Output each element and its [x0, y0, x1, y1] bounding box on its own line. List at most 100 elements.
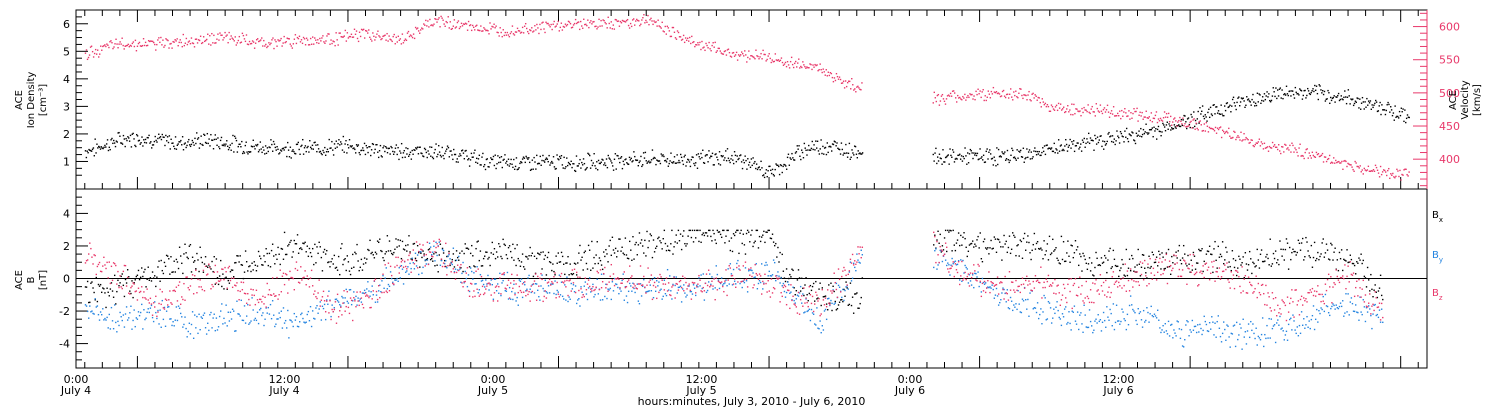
legend-bz: Bz	[1432, 288, 1443, 302]
data-point	[556, 289, 558, 292]
data-point	[797, 148, 799, 150]
data-point	[1215, 106, 1217, 108]
data-point	[1009, 296, 1012, 299]
data-point	[1301, 98, 1304, 100]
data-point	[635, 159, 638, 162]
data-point	[323, 151, 325, 154]
data-point	[354, 298, 356, 301]
data-point	[843, 288, 845, 291]
data-point	[1149, 119, 1152, 122]
data-point	[1258, 138, 1261, 140]
data-point	[247, 153, 249, 155]
data-point	[341, 149, 344, 151]
data-point	[1155, 138, 1158, 140]
data-point	[201, 317, 204, 320]
data-point	[785, 291, 788, 294]
data-point	[507, 246, 510, 249]
data-point	[478, 259, 481, 262]
y-axis-title: ACE	[14, 90, 25, 110]
data-point	[208, 138, 210, 140]
data-point	[743, 55, 745, 57]
data-point	[216, 277, 219, 279]
data-point	[113, 142, 116, 144]
data-point	[800, 158, 802, 161]
data-point	[511, 163, 513, 165]
data-point	[300, 313, 302, 316]
data-point	[773, 60, 776, 63]
data-point	[1314, 156, 1317, 158]
data-point	[1279, 150, 1281, 152]
data-point	[660, 153, 662, 155]
data-point	[575, 302, 578, 305]
data-point	[360, 149, 362, 152]
data-point	[346, 300, 349, 303]
data-point	[737, 259, 739, 262]
data-point	[1256, 142, 1259, 145]
data-point	[565, 299, 567, 301]
data-point	[634, 24, 636, 26]
data-point	[1248, 250, 1251, 253]
data-point	[304, 44, 307, 46]
data-point	[1129, 118, 1131, 120]
data-point	[1240, 131, 1242, 133]
data-point	[152, 144, 155, 146]
data-point	[1362, 259, 1364, 262]
data-point	[235, 261, 237, 264]
data-point	[453, 148, 455, 151]
data-point	[189, 42, 192, 45]
data-point	[1165, 124, 1168, 126]
data-point	[952, 90, 955, 92]
data-point	[101, 147, 103, 149]
data-point	[255, 39, 258, 41]
data-point	[302, 153, 305, 155]
data-point	[1155, 256, 1158, 258]
data-point	[1082, 252, 1084, 255]
series-ion-density	[84, 84, 1410, 179]
data-point	[933, 160, 935, 162]
data-point	[231, 269, 234, 271]
data-point	[1276, 89, 1279, 91]
data-point	[857, 259, 859, 261]
data-point	[601, 158, 603, 161]
data-point	[292, 251, 294, 253]
data-point	[214, 283, 217, 285]
data-point	[1069, 261, 1071, 263]
data-point	[254, 148, 256, 150]
data-point	[1265, 256, 1267, 258]
data-point	[611, 165, 614, 167]
data-point	[421, 152, 423, 155]
data-point	[472, 156, 474, 158]
data-point	[98, 145, 100, 148]
data-point	[766, 175, 768, 178]
data-point	[972, 98, 974, 100]
data-point	[1364, 169, 1367, 171]
data-point	[771, 59, 773, 61]
data-point	[139, 276, 142, 278]
data-point	[567, 300, 569, 303]
data-point	[1180, 118, 1183, 121]
data-point	[1257, 141, 1260, 143]
data-point	[503, 34, 505, 37]
data-point	[702, 47, 704, 49]
data-point	[790, 291, 792, 293]
data-point	[322, 149, 324, 152]
data-point	[796, 294, 799, 296]
data-point	[256, 311, 259, 314]
data-point	[461, 272, 463, 275]
data-point	[190, 143, 193, 146]
data-point	[698, 277, 700, 279]
data-point	[1043, 103, 1046, 106]
data-point	[970, 242, 973, 245]
data-point	[710, 50, 712, 52]
legend-subscript: z	[1439, 294, 1443, 302]
data-point	[1160, 268, 1162, 270]
data-point	[835, 145, 837, 147]
data-point	[597, 159, 600, 162]
data-point	[300, 145, 302, 148]
data-point	[789, 273, 791, 276]
data-point	[851, 296, 854, 298]
data-point	[386, 151, 389, 154]
data-point	[1164, 129, 1167, 132]
data-point	[1254, 266, 1256, 268]
data-point	[664, 160, 666, 162]
